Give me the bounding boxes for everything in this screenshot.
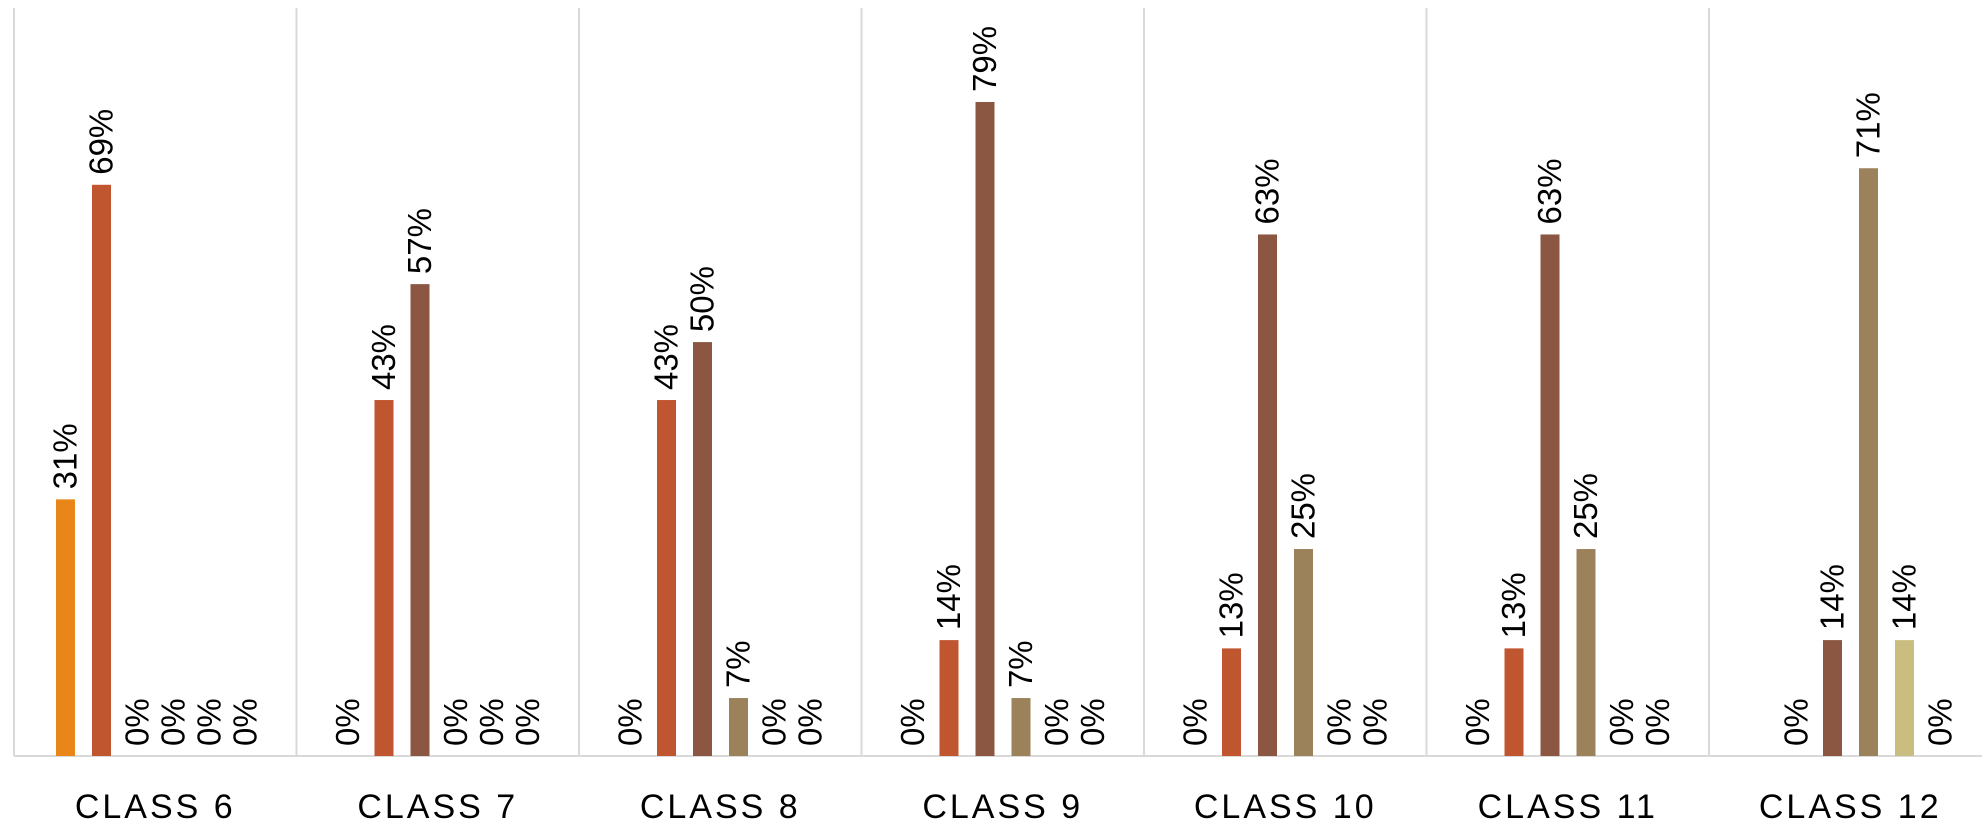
data-label-zero: 0% bbox=[227, 698, 264, 746]
bar bbox=[92, 184, 111, 757]
data-label: 50% bbox=[684, 266, 721, 332]
bar-layer bbox=[56, 102, 1914, 757]
data-label-zero: 0% bbox=[191, 698, 228, 746]
data-label: 13% bbox=[1213, 572, 1250, 638]
data-label: 69% bbox=[83, 109, 120, 175]
data-label-zero: 0% bbox=[473, 698, 510, 746]
data-label: 14% bbox=[1814, 564, 1851, 630]
data-label-zero: 0% bbox=[1639, 698, 1676, 746]
bar bbox=[693, 342, 712, 756]
data-label-zero: 0% bbox=[1778, 698, 1815, 746]
data-label-zero: 0% bbox=[1038, 698, 1075, 746]
data-label: 63% bbox=[1249, 158, 1286, 224]
category-label: CLASS 11 bbox=[1478, 788, 1658, 824]
data-label-zero: 0% bbox=[329, 698, 366, 746]
data-label-zero: 0% bbox=[155, 698, 192, 746]
data-label: 7% bbox=[1002, 640, 1039, 688]
data-label-zero: 0% bbox=[792, 698, 829, 746]
data-label-zero: 0% bbox=[119, 698, 156, 746]
bar bbox=[1011, 698, 1031, 756]
data-label-zero: 0% bbox=[1357, 698, 1394, 746]
data-label: 7% bbox=[720, 640, 757, 688]
data-label: 63% bbox=[1531, 158, 1568, 224]
data-label-zero: 0% bbox=[437, 698, 474, 746]
data-label-zero: 0% bbox=[1603, 698, 1640, 746]
bar bbox=[410, 284, 430, 756]
category-label: CLASS 10 bbox=[1194, 788, 1377, 824]
data-label-zero: 0% bbox=[509, 698, 546, 746]
bar bbox=[1823, 640, 1842, 756]
data-label-zero: 0% bbox=[1177, 698, 1214, 746]
data-label: 13% bbox=[1495, 572, 1532, 638]
data-label-zero: 0% bbox=[894, 698, 931, 746]
data-label-zero: 0% bbox=[612, 698, 649, 746]
bar bbox=[1540, 234, 1560, 757]
bar bbox=[1294, 549, 1313, 756]
bar bbox=[939, 640, 959, 756]
category-label: CLASS 6 bbox=[75, 788, 236, 824]
data-label-layer: 31%69%0% 0% 0% 0% 0%43%57%0% 0% 0% 0%43%50%7%0%… bbox=[47, 26, 1959, 746]
data-label: 14% bbox=[1886, 564, 1923, 630]
category-label: CLASS 9 bbox=[922, 788, 1083, 824]
bar bbox=[1895, 640, 1914, 756]
data-label: 31% bbox=[47, 423, 84, 489]
data-label: 43% bbox=[648, 324, 685, 390]
bar bbox=[1258, 234, 1277, 757]
category-label: CLASS 7 bbox=[357, 788, 518, 824]
data-label: 43% bbox=[365, 324, 402, 390]
data-label: 71% bbox=[1850, 92, 1887, 158]
bar bbox=[1859, 168, 1878, 756]
data-label-zero: 0% bbox=[1074, 698, 1111, 746]
data-label: 25% bbox=[1567, 473, 1604, 539]
grid-layer bbox=[13, 8, 1982, 757]
bar bbox=[1222, 648, 1241, 756]
bar bbox=[729, 698, 748, 756]
bar bbox=[1504, 648, 1524, 756]
data-label: 14% bbox=[930, 564, 967, 630]
bar bbox=[374, 400, 394, 756]
data-label: 79% bbox=[966, 26, 1003, 92]
category-label: CLASS 8 bbox=[640, 788, 801, 824]
data-label: 57% bbox=[401, 208, 438, 274]
bar bbox=[975, 102, 995, 756]
bar bbox=[56, 499, 75, 756]
data-label-zero: 0% bbox=[1321, 698, 1358, 746]
bar bbox=[1576, 549, 1596, 756]
category-label-layer: CLASS 6 CLASS 7 CLASS 8 CLASS 9 CLASS 10 CLAS… bbox=[75, 788, 1942, 826]
data-label-zero: 0% bbox=[1459, 698, 1496, 746]
bar bbox=[657, 400, 676, 756]
data-label-zero: 0% bbox=[1922, 698, 1959, 746]
category-label: CLASS 12 bbox=[1759, 788, 1942, 824]
data-label-zero: 0% bbox=[756, 698, 793, 746]
data-label: 25% bbox=[1285, 473, 1322, 539]
